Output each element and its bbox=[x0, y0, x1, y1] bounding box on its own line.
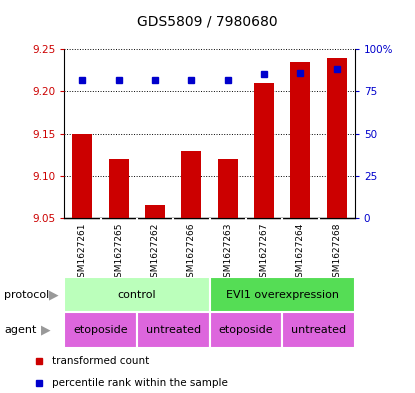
Bar bbox=[327, 57, 347, 218]
Bar bbox=[64, 312, 137, 348]
Bar bbox=[181, 151, 201, 218]
Text: etoposide: etoposide bbox=[219, 325, 273, 335]
Text: GSM1627266: GSM1627266 bbox=[187, 223, 196, 283]
Text: GSM1627267: GSM1627267 bbox=[259, 223, 269, 283]
Text: EVI1 overexpression: EVI1 overexpression bbox=[226, 290, 339, 300]
Text: percentile rank within the sample: percentile rank within the sample bbox=[52, 378, 228, 388]
Text: untreated: untreated bbox=[146, 325, 201, 335]
Bar bbox=[210, 277, 355, 312]
Bar bbox=[109, 159, 129, 218]
Text: GSM1627263: GSM1627263 bbox=[223, 223, 232, 283]
Bar bbox=[73, 134, 93, 218]
Text: GSM1627265: GSM1627265 bbox=[114, 223, 123, 283]
Bar bbox=[254, 83, 274, 218]
Text: ▶: ▶ bbox=[41, 323, 50, 337]
Text: transformed count: transformed count bbox=[52, 356, 149, 366]
Bar bbox=[282, 312, 355, 348]
Bar bbox=[210, 312, 282, 348]
Text: GSM1627268: GSM1627268 bbox=[332, 223, 341, 283]
Text: GDS5809 / 7980680: GDS5809 / 7980680 bbox=[137, 15, 278, 29]
Bar bbox=[64, 277, 210, 312]
Bar bbox=[218, 159, 238, 218]
Text: ▶: ▶ bbox=[49, 288, 59, 301]
Text: untreated: untreated bbox=[291, 325, 346, 335]
Text: GSM1627261: GSM1627261 bbox=[78, 223, 87, 283]
Text: protocol: protocol bbox=[4, 290, 49, 300]
Bar bbox=[145, 206, 165, 218]
Bar bbox=[137, 312, 210, 348]
Text: GSM1627262: GSM1627262 bbox=[151, 223, 160, 283]
Text: control: control bbox=[117, 290, 156, 300]
Text: GSM1627264: GSM1627264 bbox=[296, 223, 305, 283]
Text: etoposide: etoposide bbox=[73, 325, 128, 335]
Bar bbox=[290, 62, 310, 218]
Text: agent: agent bbox=[4, 325, 37, 335]
